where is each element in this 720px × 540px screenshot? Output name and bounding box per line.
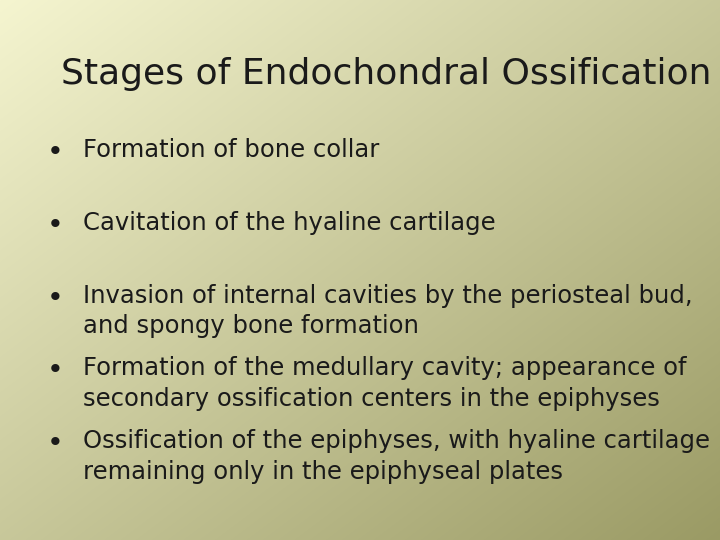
Text: Ossification of the epiphyses, with hyaline cartilage
remaining only in the epip: Ossification of the epiphyses, with hyal… [83, 429, 710, 484]
Text: Invasion of internal cavities by the periosteal bud,
and spongy bone formation: Invasion of internal cavities by the per… [83, 284, 693, 338]
Text: •: • [47, 356, 63, 384]
Text: •: • [47, 211, 63, 239]
Text: Cavitation of the hyaline cartilage: Cavitation of the hyaline cartilage [83, 211, 495, 234]
Text: Formation of bone collar: Formation of bone collar [83, 138, 379, 161]
Text: Stages of Endochondral Ossification: Stages of Endochondral Ossification [61, 57, 711, 91]
Text: •: • [47, 284, 63, 312]
Text: Formation of the medullary cavity; appearance of
secondary ossification centers : Formation of the medullary cavity; appea… [83, 356, 686, 411]
Text: •: • [47, 138, 63, 166]
Text: •: • [47, 429, 63, 457]
